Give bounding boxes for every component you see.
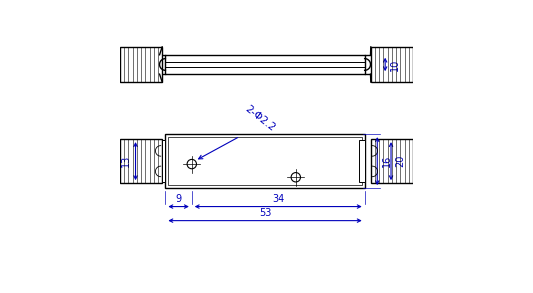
Bar <box>162 140 165 182</box>
Bar <box>120 139 162 183</box>
Text: 9: 9 <box>175 194 182 204</box>
Bar <box>165 55 365 74</box>
Text: 53: 53 <box>259 208 271 218</box>
Text: 20: 20 <box>395 155 406 167</box>
Circle shape <box>291 173 301 182</box>
Text: 13: 13 <box>121 155 131 167</box>
Bar <box>168 137 362 185</box>
Text: 10: 10 <box>390 58 400 71</box>
Circle shape <box>187 159 197 169</box>
Bar <box>165 134 365 188</box>
Text: 34: 34 <box>272 194 284 204</box>
Text: 16: 16 <box>382 155 392 167</box>
Bar <box>371 139 413 183</box>
Bar <box>359 140 365 182</box>
Text: 2-Φ2.2: 2-Φ2.2 <box>243 104 277 133</box>
Bar <box>120 47 162 82</box>
Bar <box>371 47 413 82</box>
